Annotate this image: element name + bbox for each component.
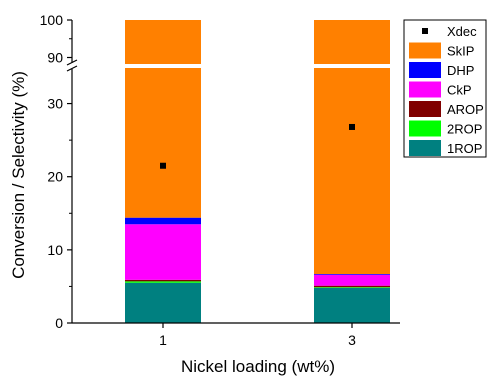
y-tick-label-20: 20 <box>47 169 63 185</box>
bar-segment-dhp-1 <box>125 217 201 225</box>
bar-segment-skip-1 <box>125 20 201 218</box>
x-tick-label-3: 3 <box>348 332 356 348</box>
legend-swatch-skip <box>409 42 441 59</box>
bar-segment-ckp-1 <box>125 224 201 280</box>
legend-label-arop: AROP <box>447 102 484 117</box>
axis-break-slash-upper <box>66 59 78 66</box>
y-tick-label-10: 10 <box>47 242 63 258</box>
legend-label-1rop: 1ROP <box>447 141 482 156</box>
legend-swatch-xdec <box>422 28 428 34</box>
y-tick-label-90: 90 <box>47 50 63 66</box>
bar-segment-arop-3 <box>314 285 390 288</box>
legend-swatch-1rop <box>409 140 441 156</box>
axes-layer <box>66 19 400 328</box>
bars-layer <box>73 20 399 323</box>
bar-segment-1rop-3 <box>314 287 390 323</box>
marker-xdec-3 <box>349 123 355 130</box>
y-tick-label-0: 0 <box>55 315 63 331</box>
y-tick-label-100: 100 <box>40 12 64 28</box>
tick-labels-layer: 0 10 20 30 90 100 1 3 <box>40 12 356 348</box>
marker-xdec-1 <box>160 162 166 169</box>
legend-swatch-2rop <box>409 120 441 137</box>
bar-segment-2rop-3 <box>314 287 390 288</box>
bar-segment-2rop-1 <box>125 281 201 283</box>
y-tick-label-30: 30 <box>47 96 63 112</box>
legend-label-ckp: CkP <box>447 83 472 98</box>
bar-segment-skip-3 <box>314 20 390 274</box>
axis-break-band <box>73 64 399 68</box>
legend-swatch-ckp <box>409 81 441 98</box>
markers-layer <box>160 123 355 169</box>
bar-segment-ckp-3 <box>314 274 390 286</box>
axis-break-slash-lower <box>66 65 78 72</box>
bar-segment-arop-1 <box>125 279 201 282</box>
legend-swatch-arop <box>409 101 441 117</box>
y-axis-label: Conversion / Selectivity (%) <box>9 71 28 279</box>
x-tick-label-1: 1 <box>159 332 167 348</box>
bar-segment-dhp-3 <box>314 273 390 275</box>
legend-label-dhp: DHP <box>447 63 474 78</box>
legend: Xdec SkIP DHP CkP AROP 2ROP 1ROP <box>403 19 487 158</box>
legend-label-2rop: 2ROP <box>447 122 482 137</box>
legend-swatch-dhp <box>409 62 441 78</box>
legend-label-skip: SkIP <box>447 44 474 59</box>
x-axis-label: Nickel loading (wt%) <box>181 357 335 376</box>
bar-segment-1rop-1 <box>125 282 201 323</box>
legend-label-xdec: Xdec <box>447 24 477 39</box>
